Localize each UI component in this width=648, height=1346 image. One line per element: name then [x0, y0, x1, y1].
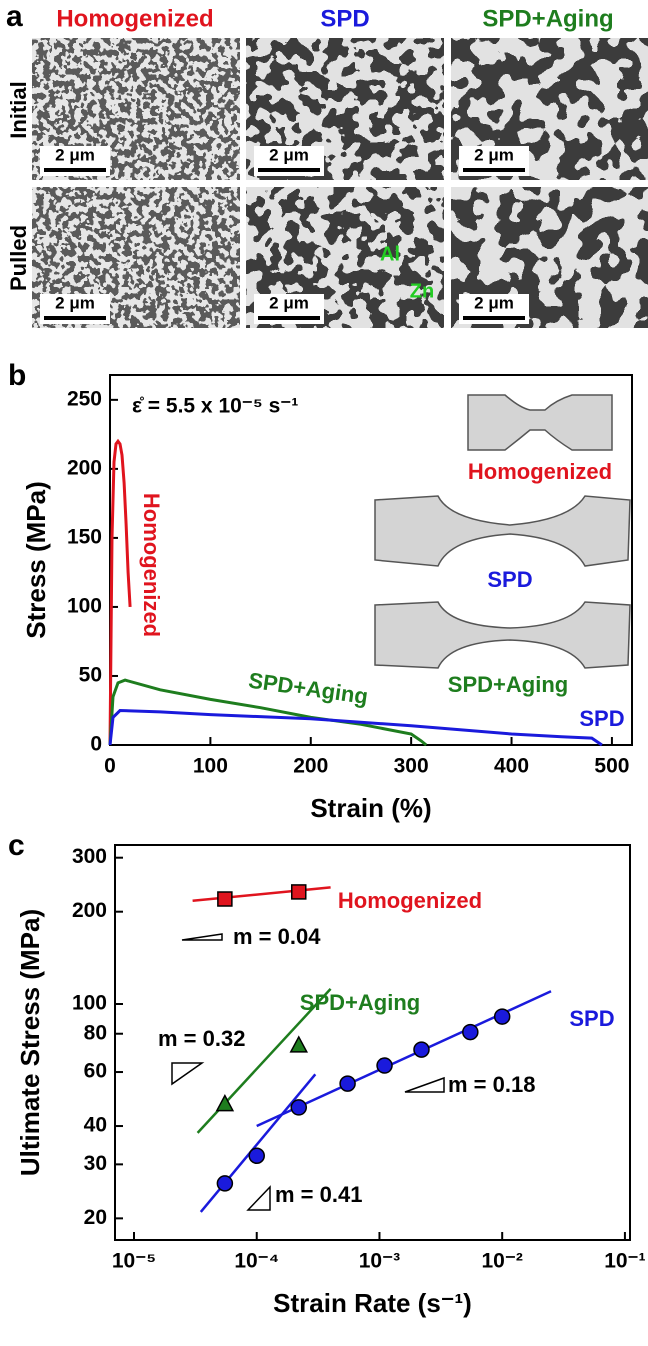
y-tick-label: 200	[72, 899, 107, 922]
data-point	[376, 1057, 393, 1074]
y-tick-label: 50	[79, 664, 102, 687]
x-axis-label: Strain (%)	[310, 793, 431, 823]
data-point	[290, 1099, 308, 1116]
data-point	[217, 891, 233, 907]
y-tick-label: 250	[67, 387, 102, 410]
y-tick-label: 100	[67, 594, 102, 617]
panel-label: c	[8, 829, 25, 862]
column-title: Homogenized	[56, 5, 213, 32]
column-title: SPD	[320, 5, 369, 32]
data-point	[289, 1035, 309, 1053]
x-tick-label: 400	[494, 755, 529, 778]
y-tick-label: 100	[72, 992, 107, 1015]
data-point	[215, 1093, 235, 1112]
data-point	[216, 1175, 234, 1192]
scale-bar-label: 2 μm	[474, 145, 514, 164]
y-tick-label: 30	[84, 1152, 107, 1175]
row-title: Initial	[6, 81, 31, 138]
y-tick-label: 300	[72, 845, 107, 868]
slope-triangles	[171, 933, 445, 1211]
data-point	[339, 1075, 356, 1092]
slope-annotation: m = 0.32	[158, 1026, 245, 1051]
y-tick-label: 20	[84, 1206, 107, 1229]
row-title: Pulled	[6, 225, 31, 291]
specimen-label: Homogenized	[468, 459, 612, 484]
x-tick-label: 10⁻¹	[604, 1250, 645, 1273]
series-label: SPD+Aging	[300, 990, 420, 1015]
x-tick-label: 10⁻⁴	[234, 1250, 279, 1273]
panel-label: b	[8, 359, 26, 392]
data-point	[248, 1147, 265, 1165]
slope-triangle	[171, 1062, 205, 1086]
specimen	[467, 394, 613, 451]
scale-bar-label: 2 μm	[55, 293, 95, 312]
y-tick-label: 60	[84, 1060, 107, 1083]
plot-frame	[109, 374, 633, 746]
curve-label: SPD	[579, 706, 624, 731]
scale-bar-label: 2 μm	[55, 145, 95, 164]
x-tick-label: 500	[594, 755, 629, 778]
stress-strain-curve	[108, 708, 603, 747]
x-tick-label: 10⁻³	[359, 1250, 400, 1273]
slope-annotation: m = 0.04	[233, 924, 321, 949]
slope-annotation: m = 0.41	[275, 1182, 362, 1207]
scale-bar-label: 2 μm	[269, 145, 309, 164]
panel-label: a	[6, 0, 23, 33]
series-label: SPD	[569, 1006, 614, 1031]
x-axis-label: Strain Rate (s⁻¹)	[273, 1288, 472, 1318]
panel-a: a Homogenized SPD SPD+Aging Initial Pull…	[6, 0, 648, 328]
slope-triangle	[404, 1076, 445, 1093]
y-axis-label: Ultimate Stress (MPa)	[15, 909, 45, 1176]
series-label: Homogenized	[338, 888, 482, 913]
scale-bar-label: 2 μm	[269, 293, 309, 312]
data-point	[462, 1023, 479, 1041]
fit-line	[192, 886, 331, 903]
x-tick-label: 0	[104, 755, 116, 778]
x-tick-label: 300	[394, 755, 429, 778]
curve-label: SPD+Aging	[247, 668, 370, 710]
phase-label: Zn	[410, 280, 434, 302]
x-tick-label: 10⁻²	[481, 1250, 522, 1273]
specimen-photos	[374, 394, 631, 669]
y-tick-label: 150	[67, 525, 102, 548]
data-point	[291, 884, 307, 900]
column-title: SPD+Aging	[482, 5, 613, 32]
y-tick-label: 40	[84, 1114, 107, 1137]
slope-annotation: m = 0.18	[448, 1072, 535, 1097]
phase-label: Al	[380, 243, 400, 265]
y-axis-label: Stress (MPa)	[21, 481, 51, 639]
plot-frame	[114, 844, 631, 1241]
rate-label: ε̊ = 5.5 x 10⁻⁵ s⁻¹	[132, 395, 298, 418]
slope-triangle	[246, 1185, 271, 1211]
x-tick-label: 100	[193, 755, 228, 778]
y-tick-label: 200	[67, 456, 102, 479]
x-tick-label: 10⁻⁵	[112, 1250, 156, 1273]
stress-strain-curve	[108, 678, 428, 747]
y-tick-label: 0	[90, 733, 102, 756]
curve-label: Homogenized	[139, 493, 164, 637]
y-tick-label: 80	[84, 1021, 107, 1044]
specimen	[374, 495, 631, 567]
specimen	[374, 601, 631, 669]
data-point	[493, 1008, 511, 1025]
data-point	[413, 1041, 430, 1058]
x-tick-label: 200	[293, 755, 328, 778]
specimen-label: SPD+Aging	[448, 672, 568, 697]
stress-strain-curve	[108, 438, 132, 746]
specimen-label: SPD	[487, 567, 532, 592]
scale-bar-label: 2 μm	[474, 293, 514, 312]
slope-triangle	[181, 933, 223, 941]
micrograph-grid: 2 μm 2 μm 2 μm 2 μm 2 μm 2 μm	[32, 38, 648, 328]
